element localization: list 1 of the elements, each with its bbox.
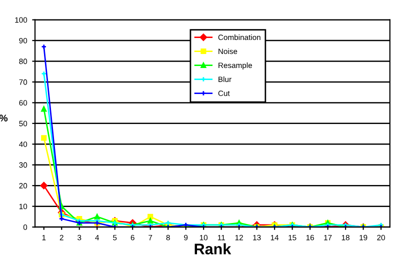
x-axis-title: Rank — [194, 243, 232, 254]
